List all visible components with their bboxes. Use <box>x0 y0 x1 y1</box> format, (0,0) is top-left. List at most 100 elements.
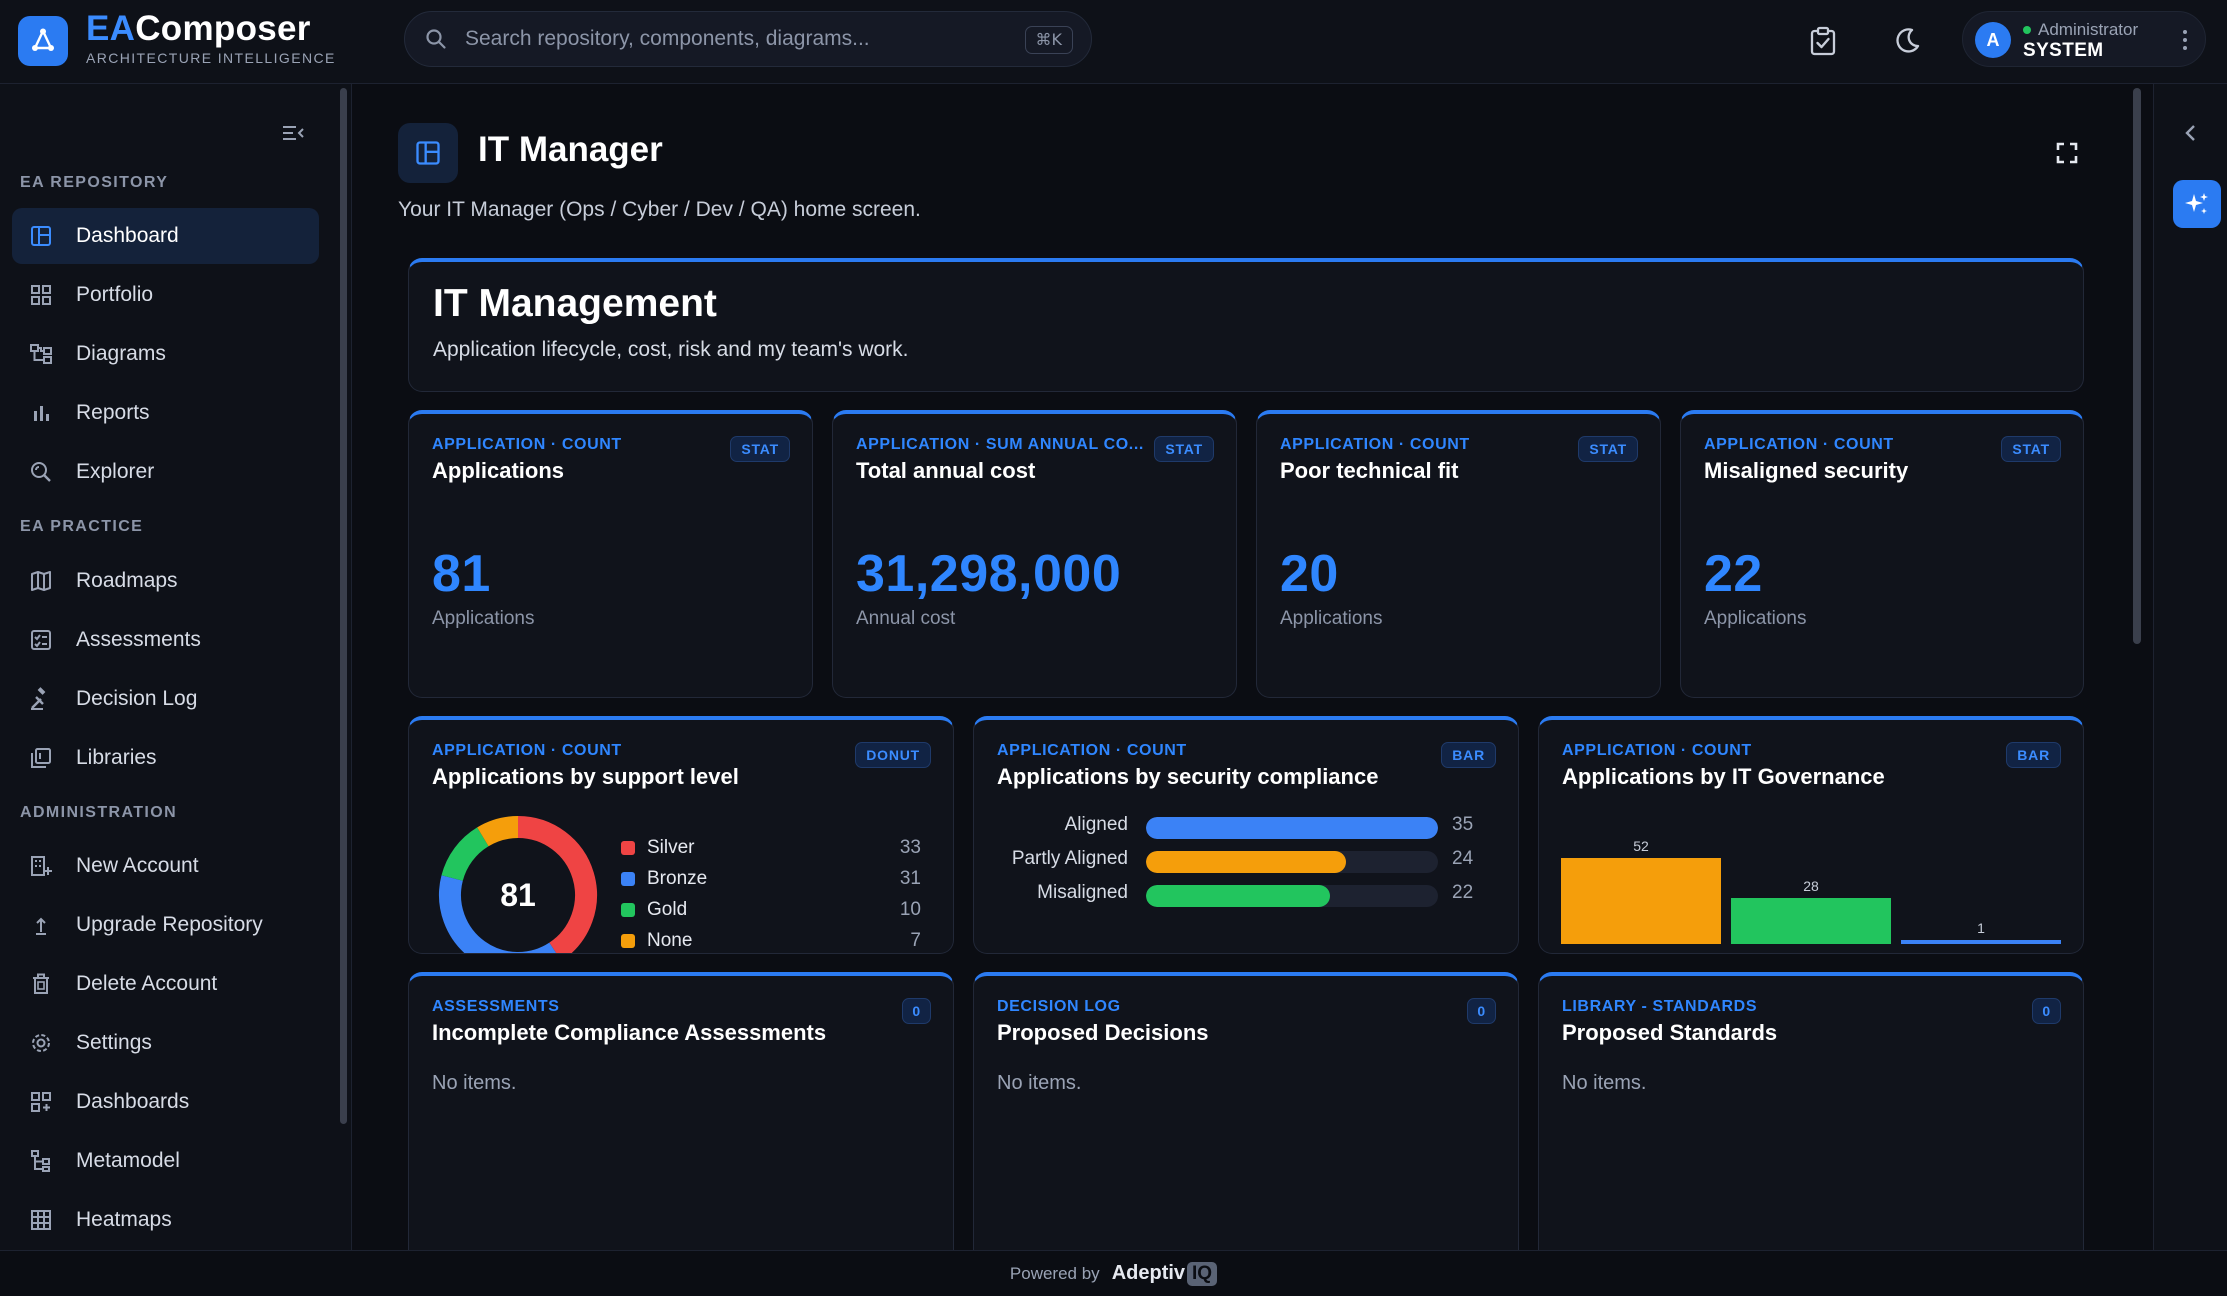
dashboards-add-icon <box>28 1089 54 1115</box>
card-kicker: APPLICATION · SUM ANNUAL CO... <box>856 436 1144 453</box>
checklist-icon <box>28 627 54 653</box>
stat-card-applications[interactable]: APPLICATION · COUNT Applications STAT 81… <box>408 410 813 698</box>
sidebar-item-explorer[interactable]: Explorer <box>12 444 319 500</box>
sidebar-item-portfolio[interactable]: Portfolio <box>12 267 319 323</box>
card-kicker: DECISION LOG <box>997 998 1121 1015</box>
donut-slice-none[interactable] <box>477 816 519 847</box>
legend-label: Gold <box>647 898 688 920</box>
hbar-row-partly-aligned[interactable]: Partly Aligned 24 <box>974 844 1514 878</box>
vbar-chart: 52Standard28Non Standard1Exception <box>1561 810 2081 953</box>
chart-card-security-compliance[interactable]: APPLICATION · COUNT Applications by secu… <box>973 716 1519 954</box>
legend-swatch <box>621 902 635 917</box>
card-kicker: APPLICATION · COUNT <box>432 436 622 453</box>
more-vertical-icon[interactable] <box>2175 26 2195 54</box>
hbar-fill <box>1146 817 1438 839</box>
sidebar-item-dashboard[interactable]: Dashboard <box>12 208 319 264</box>
grid-icon <box>28 282 54 308</box>
stat-card-misaligned-security[interactable]: APPLICATION · COUNT Misaligned security … <box>1680 410 2084 698</box>
legend-item-silver[interactable]: Silver 33 <box>621 832 921 863</box>
page-dashboard-icon <box>398 123 458 183</box>
sidebar-item-new-account[interactable]: New Account <box>12 838 319 894</box>
sidebar-item-assessments[interactable]: Assessments <box>12 612 319 668</box>
card-kicker: APPLICATION · COUNT <box>1280 436 1470 453</box>
item-count-badge: 0 <box>1467 998 1496 1024</box>
online-status-dot <box>2023 26 2031 34</box>
tasks-button[interactable] <box>1802 20 1844 62</box>
sidebar-item-diagrams[interactable]: Diagrams <box>12 326 319 382</box>
search-input[interactable] <box>465 27 1005 51</box>
sidebar-item-dashboards[interactable]: Dashboards <box>12 1074 319 1130</box>
donut-slice-silver[interactable] <box>517 816 597 953</box>
powered-by-text: Powered by <box>1009 1263 1100 1283</box>
vbar-exception[interactable] <box>1901 940 2061 944</box>
hero-subtitle: Application lifecycle, cost, risk and my… <box>433 338 909 361</box>
sidebar-item-label: Dashboard <box>76 224 179 247</box>
ai-assistant-button[interactable] <box>2173 180 2221 228</box>
vbar-value: 28 <box>1803 877 1819 894</box>
list-card-proposed-decisions[interactable]: DECISION LOG Proposed Decisions 0 No ite… <box>973 972 1519 1272</box>
vbar-value: 1 <box>1977 920 1985 936</box>
sidebar-section-ea-repository: EA REPOSITORY <box>20 174 169 191</box>
hbar-row-aligned[interactable]: Aligned 35 <box>974 810 1514 844</box>
sidebar-scrollbar[interactable] <box>340 88 347 1124</box>
footer-brand-name: Adeptiv <box>1111 1262 1186 1284</box>
sparkle-icon <box>2185 193 2208 214</box>
app-logo-icon[interactable] <box>18 16 68 66</box>
sidebar-item-metamodel[interactable]: Metamodel <box>12 1133 319 1189</box>
vbar-non-standard[interactable] <box>1731 897 1891 944</box>
stat-card-poor-technical-fit[interactable]: APPLICATION · COUNT Poor technical fit S… <box>1256 410 1661 698</box>
explorer-icon <box>28 459 54 485</box>
donut-slice-bronze[interactable] <box>439 875 557 954</box>
building-add-icon <box>28 853 54 879</box>
chart-card-support-level[interactable]: APPLICATION · COUNT Applications by supp… <box>408 716 954 954</box>
sidebar-item-reports[interactable]: Reports <box>12 385 319 441</box>
heatmap-icon <box>28 1207 54 1233</box>
sidebar-item-roadmaps[interactable]: Roadmaps <box>12 553 319 609</box>
legend-swatch <box>621 871 635 886</box>
legend-item-none[interactable]: None 7 <box>621 925 921 953</box>
stat-card-total-annual-cost[interactable]: APPLICATION · SUM ANNUAL CO... Total ann… <box>832 410 1237 698</box>
sidebar-item-heatmaps[interactable]: Heatmaps <box>12 1192 319 1248</box>
search-bar[interactable]: ⌘K <box>404 11 1092 67</box>
user-menu-chip[interactable]: A Administrator SYSTEM <box>1962 11 2206 67</box>
chart-card-it-governance[interactable]: APPLICATION · COUNT Applications by IT G… <box>1538 716 2084 954</box>
fullscreen-button[interactable] <box>2052 138 2082 168</box>
sidebar-item-decision-log[interactable]: Decision Log <box>12 671 319 727</box>
legend-item-bronze[interactable]: Bronze 31 <box>621 863 921 894</box>
sidebar-item-label: Metamodel <box>76 1149 180 1172</box>
donut-slice-gold[interactable] <box>441 827 489 882</box>
top-bar: EAComposer ARCHITECTURE INTELLIGENCE ⌘K … <box>0 0 2227 84</box>
sidebar-item-label: Portfolio <box>76 283 154 306</box>
brand-name: EAComposer <box>86 8 336 50</box>
sidebar-item-delete-account[interactable]: Delete Account <box>12 956 319 1012</box>
list-card-incomplete-assessments[interactable]: ASSESSMENTS Incomplete Compliance Assess… <box>408 972 954 1272</box>
sidebar-item-libraries[interactable]: Libraries <box>12 730 319 786</box>
item-count-badge: 0 <box>902 998 931 1024</box>
sidebar-item-label: Diagrams <box>76 342 166 365</box>
list-card-proposed-standards[interactable]: LIBRARY - STANDARDS Proposed Standards 0… <box>1538 972 2084 1272</box>
card-type-badge: BAR <box>1441 742 1496 768</box>
legend-label: Silver <box>647 836 695 858</box>
sidebar-item-upgrade-repository[interactable]: Upgrade Repository <box>12 897 319 953</box>
stat-unit: Applications <box>1280 608 1383 629</box>
hbar-row-misaligned[interactable]: Misaligned 22 <box>974 878 1514 912</box>
sidebar-collapse-button[interactable] <box>278 118 308 148</box>
moon-icon <box>1896 28 1920 53</box>
gear-icon <box>28 1030 54 1056</box>
card-kicker: APPLICATION · COUNT <box>432 742 622 759</box>
hero-card: IT Management Application lifecycle, cos… <box>408 258 2084 392</box>
brand-suffix: Composer <box>135 9 311 48</box>
hbar-track <box>1146 817 1438 839</box>
theme-toggle-button[interactable] <box>1886 20 1928 62</box>
dashboard-icon <box>28 223 54 249</box>
card-title: Applications by security compliance <box>997 764 1379 789</box>
sidebar-item-label: Delete Account <box>76 972 218 995</box>
vbar-standard[interactable] <box>1561 858 1721 944</box>
legend-value: 7 <box>910 929 921 951</box>
main-scrollbar[interactable] <box>2133 88 2141 644</box>
sidebar-item-settings[interactable]: Settings <box>12 1015 319 1071</box>
legend-item-gold[interactable]: Gold 10 <box>621 894 921 925</box>
rail-expand-button[interactable] <box>2176 118 2206 148</box>
footer-brand-logo: Adeptiv IQ <box>1111 1261 1218 1286</box>
sidebar-item-label: Assessments <box>76 628 201 651</box>
